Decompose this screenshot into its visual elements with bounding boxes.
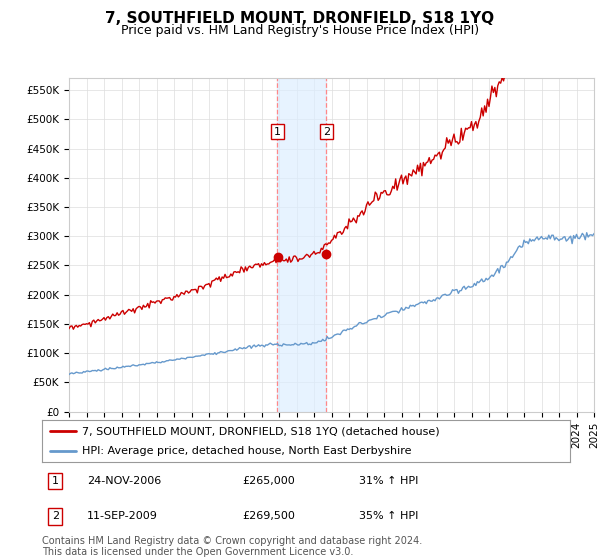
Text: 11-SEP-2009: 11-SEP-2009	[87, 511, 158, 521]
Text: 2: 2	[323, 127, 330, 137]
Text: 24-NOV-2006: 24-NOV-2006	[87, 476, 161, 486]
Text: £269,500: £269,500	[242, 511, 296, 521]
Text: HPI: Average price, detached house, North East Derbyshire: HPI: Average price, detached house, Nort…	[82, 446, 411, 456]
Text: 1: 1	[52, 476, 59, 486]
Text: 7, SOUTHFIELD MOUNT, DRONFIELD, S18 1YQ (detached house): 7, SOUTHFIELD MOUNT, DRONFIELD, S18 1YQ …	[82, 426, 439, 436]
Text: 31% ↑ HPI: 31% ↑ HPI	[359, 476, 418, 486]
Text: Contains HM Land Registry data © Crown copyright and database right 2024.
This d: Contains HM Land Registry data © Crown c…	[42, 535, 422, 557]
Text: Price paid vs. HM Land Registry's House Price Index (HPI): Price paid vs. HM Land Registry's House …	[121, 24, 479, 36]
Text: 2: 2	[52, 511, 59, 521]
Bar	[277, 78, 326, 412]
Text: £265,000: £265,000	[242, 476, 295, 486]
Text: 7, SOUTHFIELD MOUNT, DRONFIELD, S18 1YQ: 7, SOUTHFIELD MOUNT, DRONFIELD, S18 1YQ	[106, 11, 494, 26]
Text: 1: 1	[274, 127, 281, 137]
Text: 35% ↑ HPI: 35% ↑ HPI	[359, 511, 418, 521]
